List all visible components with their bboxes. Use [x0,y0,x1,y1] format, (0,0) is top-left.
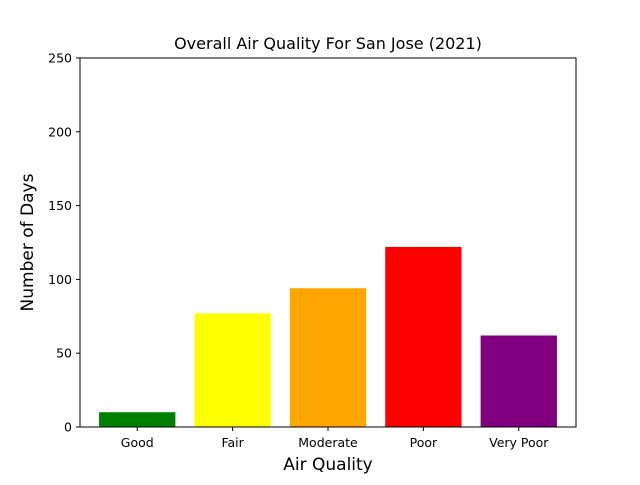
x-tick-label: Good [121,435,154,450]
chart-title: Overall Air Quality For San Jose (2021) [174,34,482,53]
y-tick-label: 150 [48,198,72,213]
plot-frame [79,57,577,428]
bar-very-poor [480,335,557,427]
y-tick-label: 200 [48,124,72,139]
bar-fair [194,313,271,427]
x-axis-label: Air Quality [283,455,373,475]
y-tick-label: 250 [48,51,72,66]
y-tick-label: 50 [56,346,72,361]
y-axis-ticks: 0 50 100 150 200 250 [48,51,80,435]
bar-moderate [289,288,367,427]
x-axis-ticks: Good Fair Moderate Poor Very Poor [121,427,549,450]
x-tick-label: Moderate [298,435,358,450]
y-axis-label: Number of Days [18,173,38,311]
y-tick-label: 0 [64,420,72,435]
x-tick-label: Fair [221,435,244,450]
bars-group [99,246,557,427]
bar-poor [385,246,462,427]
x-tick-label: Poor [410,435,438,450]
x-tick-label: Very Poor [489,435,549,450]
y-tick-label: 100 [48,272,72,287]
bar-good [99,412,176,427]
